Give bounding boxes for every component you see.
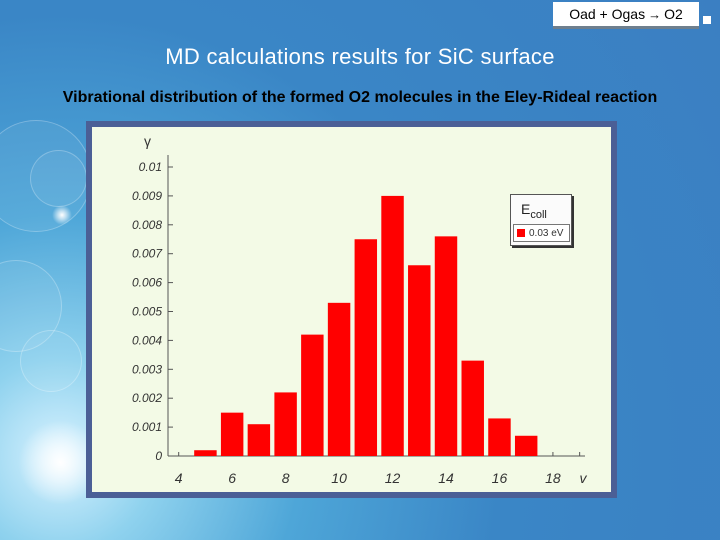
bar — [194, 450, 217, 456]
bar — [327, 302, 351, 456]
legend-title: Ecoll — [521, 201, 547, 221]
bar — [434, 236, 458, 456]
x-tick-label: 12 — [385, 470, 401, 486]
x-tick-label: 10 — [331, 470, 347, 486]
legend-entry: 0.03 eV — [513, 224, 570, 242]
vibrational-distribution-chart: 0 0.001 0.002 0.003 0.004 0.005 0.006 0.007 0.00… — [92, 127, 611, 492]
y-tick-label: 0.001 — [132, 420, 162, 434]
legend-entry-label: 0.03 eV — [529, 227, 564, 239]
bar — [220, 412, 244, 456]
y-tick-label: 0.004 — [132, 333, 162, 347]
slide-title: MD calculations results for SiC surface — [165, 44, 555, 69]
x-tick-label: 18 — [545, 470, 561, 486]
chart-legend: Ecoll 0.03 eV — [510, 194, 572, 246]
legend-title-sub: coll — [530, 208, 547, 221]
x-tick-label: 14 — [438, 470, 454, 486]
chart-plot-background — [92, 127, 611, 492]
y-tick-label: 0.002 — [132, 391, 162, 405]
y-tick-label: 0.006 — [132, 276, 162, 290]
y-tick-label: 0.01 — [139, 160, 162, 174]
y-tick-label: 0.009 — [132, 189, 162, 203]
x-tick-label: 8 — [282, 470, 290, 486]
bar — [274, 392, 297, 456]
background-bubble — [30, 150, 87, 207]
background-sparkle — [52, 205, 72, 225]
bar — [301, 334, 324, 456]
x-axis-label: v — [580, 470, 588, 486]
x-tick-label: 16 — [492, 470, 508, 486]
reaction-left-text: Oad + Ogas — [569, 6, 646, 22]
bar — [247, 424, 271, 456]
legend-title-main: E — [521, 201, 531, 217]
y-tick-label: 0.007 — [132, 247, 163, 261]
slide-subtitle: Vibrational distribution of the formed O… — [62, 89, 658, 106]
bar — [488, 418, 511, 456]
y-tick-label: 0.008 — [132, 218, 162, 232]
background-bubble — [20, 330, 82, 392]
y-axis-label: γ — [144, 133, 151, 149]
arrow-right-icon: → — [648, 6, 662, 22]
reaction-label: Oad + Ogas → O2 — [553, 2, 699, 29]
y-tick-label: 0.005 — [132, 305, 162, 319]
legend-swatch — [517, 229, 525, 237]
x-tick-label: 6 — [228, 470, 236, 486]
bar — [408, 265, 431, 456]
x-tick-label: 4 — [175, 470, 183, 486]
y-tick-label: 0 — [155, 449, 162, 463]
chart-frame: 0 0.001 0.002 0.003 0.004 0.005 0.006 0.007 0.00… — [86, 121, 617, 498]
bar — [461, 360, 484, 456]
reaction-right-text: O2 — [664, 6, 683, 22]
bar — [514, 435, 538, 456]
y-tick-label: 0.003 — [132, 362, 162, 376]
bar — [354, 239, 378, 456]
corner-square-icon — [703, 16, 711, 24]
bar — [381, 195, 404, 456]
